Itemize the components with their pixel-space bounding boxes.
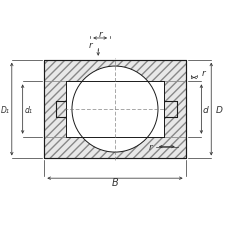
Bar xyxy=(44,82,66,137)
Bar xyxy=(44,60,185,82)
Text: r: r xyxy=(201,69,204,78)
Text: r: r xyxy=(88,41,92,50)
Bar xyxy=(163,82,185,137)
Text: B: B xyxy=(111,177,118,187)
Text: d₁: d₁ xyxy=(25,105,32,114)
Text: r: r xyxy=(98,29,102,38)
Bar xyxy=(44,137,185,159)
Bar xyxy=(163,102,176,117)
Circle shape xyxy=(72,67,157,153)
Bar xyxy=(56,102,66,117)
Text: r: r xyxy=(148,142,151,151)
Text: d: d xyxy=(202,105,207,114)
Text: D: D xyxy=(215,105,222,114)
Text: D₁: D₁ xyxy=(1,105,10,114)
